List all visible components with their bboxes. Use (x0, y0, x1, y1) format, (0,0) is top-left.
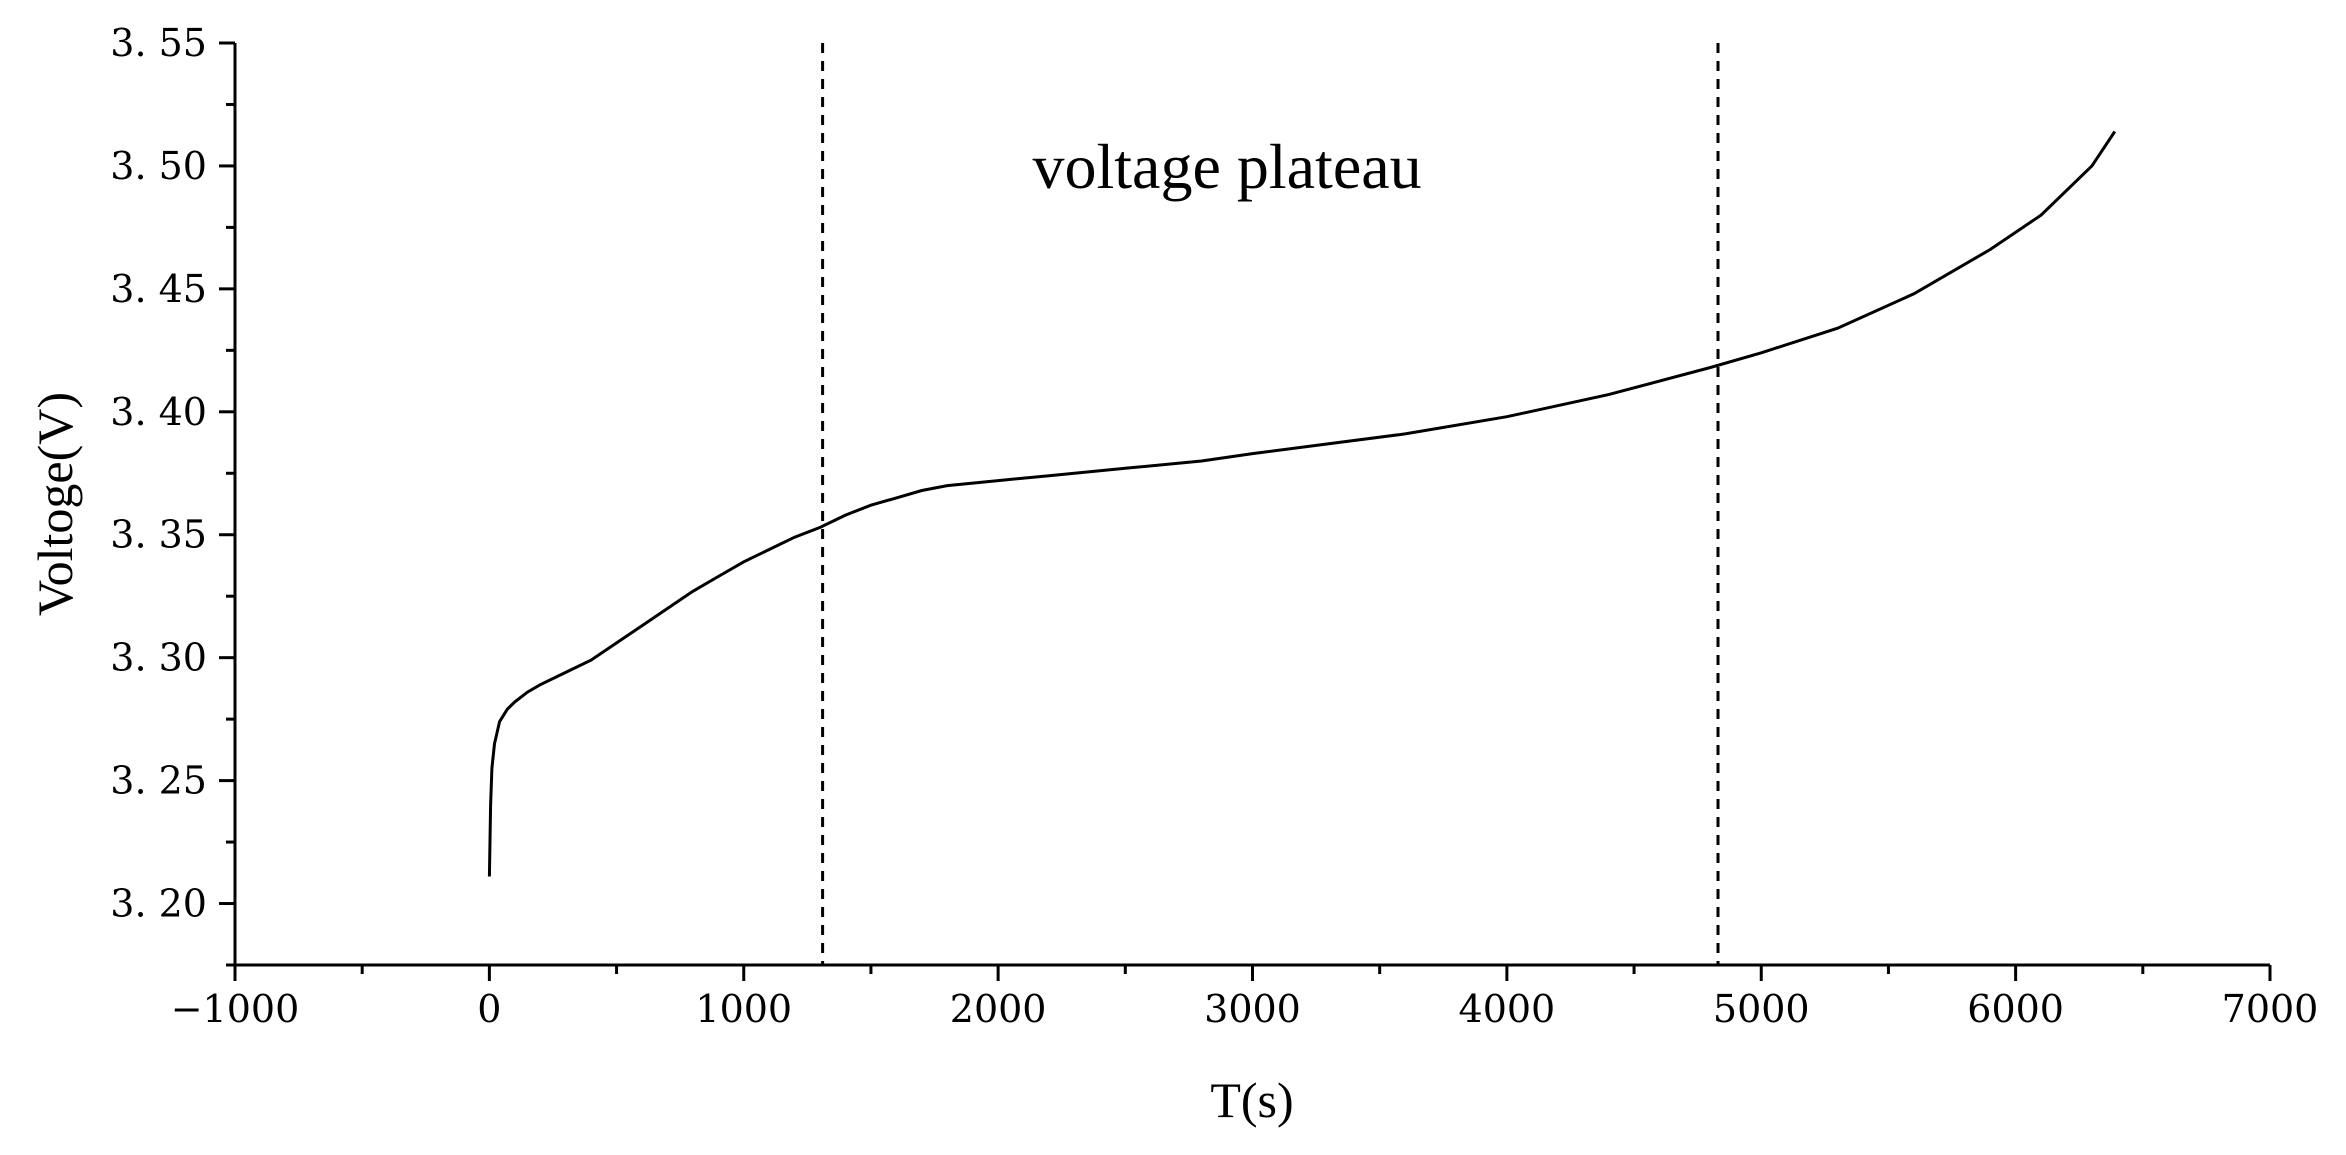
x-tick-label: 3000 (1204, 987, 1301, 1031)
x-tick-label: −1000 (171, 987, 300, 1031)
x-tick-label: 5000 (1713, 987, 1810, 1031)
y-tick-label: 3. 35 (110, 513, 207, 557)
y-tick-label: 3. 55 (110, 21, 207, 65)
y-tick-label: 3. 45 (110, 267, 207, 311)
x-tick-label: 7000 (2222, 987, 2319, 1031)
x-tick-label: 1000 (695, 987, 792, 1031)
x-axis-title: T(s) (1210, 1072, 1293, 1128)
series-curves (487, 130, 2117, 877)
voltage-plateau-annotation: voltage plateau (1032, 131, 1421, 202)
y-tick-label: 3. 25 (110, 759, 207, 803)
voltage-curve (487, 130, 2117, 877)
x-tick-label: 2000 (950, 987, 1047, 1031)
x-ticks: −1000 0 1000 2000 3000 4000 5000 6000 7000 (171, 965, 2319, 1031)
plot-area: −1000 0 1000 2000 3000 4000 5000 6000 7000 3. 20… (110, 21, 2318, 1031)
reference-lines (821, 43, 1720, 965)
x-tick-label: 0 (477, 987, 501, 1031)
y-tick-label: 3. 50 (110, 144, 207, 188)
y-tick-label: 3. 40 (110, 390, 207, 434)
annotations: voltage plateau (1032, 131, 1421, 202)
y-tick-label: 3. 20 (110, 882, 207, 926)
x-tick-label: 6000 (1967, 987, 2064, 1031)
x-tick-label: 4000 (1459, 987, 1556, 1031)
y-axis-title: Voltoge(V) (27, 392, 83, 616)
y-ticks: 3. 20 3. 25 3. 30 3. 35 3. 40 3. 45 3. 50 3. 55 (110, 21, 235, 967)
y-tick-label: 3. 30 (110, 636, 207, 680)
